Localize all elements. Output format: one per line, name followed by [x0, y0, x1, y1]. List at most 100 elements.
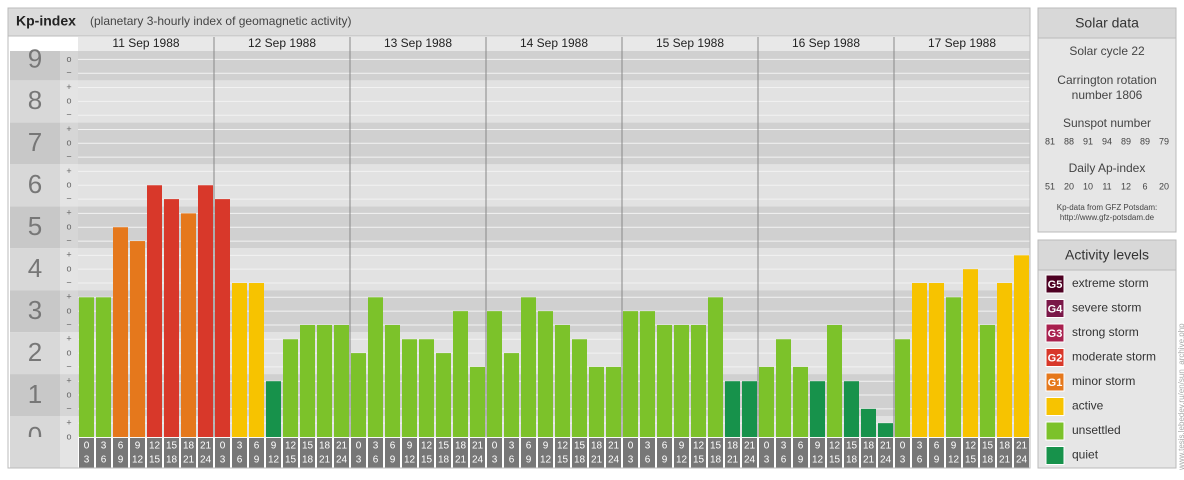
date-header: [78, 37, 1030, 51]
band: [78, 416, 1030, 437]
x-tick-label: 12: [948, 455, 960, 466]
x-tick-label: 3: [101, 441, 107, 452]
level-label: unsettled: [1072, 423, 1121, 437]
bar: [929, 283, 944, 437]
band-label: [10, 290, 60, 333]
minor-tick-label: o: [66, 180, 71, 190]
minor-tick-label: +: [66, 376, 71, 386]
x-tick-label: 3: [492, 455, 498, 466]
x-tick-label: 24: [200, 455, 212, 466]
x-label-box: [300, 438, 315, 468]
x-tick-label: 0: [84, 441, 90, 452]
x-label-box: [827, 438, 842, 468]
level-label: severe storm: [1072, 301, 1141, 315]
bar: [249, 283, 264, 437]
level-label: moderate storm: [1072, 350, 1156, 364]
bar: [691, 324, 706, 437]
bar: [368, 297, 383, 437]
x-label-box: [368, 438, 383, 468]
x-tick-label: 15: [574, 441, 586, 452]
x-tick-label: 15: [166, 441, 178, 452]
x-tick-label: 3: [900, 455, 906, 466]
x-tick-label: 18: [183, 441, 195, 452]
x-tick-label: 21: [319, 455, 331, 466]
minor-bottom: [60, 437, 78, 468]
x-label-box: [555, 438, 570, 468]
level-swatch: [1045, 323, 1065, 343]
band-minor: [60, 164, 78, 207]
y-tick-label: 3: [28, 295, 42, 325]
minor-tick-label: o: [66, 96, 71, 106]
x-tick-label: 9: [407, 441, 413, 452]
ap-value: 20: [1159, 181, 1169, 191]
bar: [640, 311, 655, 437]
bar: [232, 283, 247, 437]
x-tick-label: 3: [84, 455, 90, 466]
x-tick-label: 9: [934, 455, 940, 466]
bar: [980, 324, 995, 437]
date-label: 17 Sep 1988: [928, 36, 996, 50]
x-tick-label: 12: [132, 455, 144, 466]
bar: [266, 381, 281, 437]
minor-tick-label: o: [66, 54, 71, 64]
x-tick-label: 12: [285, 441, 297, 452]
x-tick-label: 9: [798, 455, 804, 466]
x-tick-label: 15: [149, 455, 161, 466]
level-swatch: [1045, 348, 1065, 367]
x-tick-label: 9: [254, 455, 260, 466]
x-tick-label: 9: [118, 455, 124, 466]
date-label: 14 Sep 1988: [520, 36, 588, 50]
y-tick-label: 7: [28, 127, 42, 157]
bar: [521, 297, 536, 437]
band-label: [10, 416, 60, 437]
x-tick-label: 9: [679, 441, 685, 452]
level-swatch: [1045, 397, 1065, 416]
level-badge: G5: [1048, 279, 1063, 291]
x-tick-label: 6: [390, 441, 396, 452]
bar: [317, 324, 332, 437]
x-label-box: [946, 438, 961, 468]
x-tick-label: 21: [1016, 441, 1028, 452]
x-tick-label: 12: [268, 455, 280, 466]
carrington: number 1806: [1072, 88, 1143, 102]
x-tick-label: 0: [492, 441, 498, 452]
x-tick-label: 12: [421, 441, 433, 452]
x-tick-label: 0: [764, 441, 770, 452]
x-label-box: [929, 438, 944, 468]
x-label-box: [402, 438, 417, 468]
bar: [470, 366, 485, 437]
minor-tick-label: −: [66, 403, 71, 413]
watermark: www.tesis.lebedev.ru/en/sun_archive.php: [1177, 323, 1184, 471]
bar: [79, 297, 94, 437]
levels-title: Activity levels: [1065, 247, 1149, 263]
x-label-box: [572, 438, 587, 468]
band-minor: [60, 122, 78, 165]
x-tick-label: 12: [676, 455, 688, 466]
bar: [844, 381, 859, 437]
level-swatch: [1045, 421, 1065, 441]
bar: [810, 381, 825, 437]
sunspot-title: Sunspot number: [1063, 116, 1151, 130]
x-label-box: [895, 438, 910, 468]
x-tick-label: 6: [118, 441, 124, 452]
label-bottom: [10, 437, 60, 468]
sunspot-value: 81: [1045, 136, 1055, 146]
x-tick-label: 24: [472, 455, 484, 466]
bar: [436, 353, 451, 437]
bar: [181, 213, 196, 437]
bar: [997, 283, 1012, 437]
x-tick-label: 9: [526, 455, 532, 466]
x-label-box: [334, 438, 349, 468]
x-label-box: [538, 438, 553, 468]
x-label-box: [113, 438, 128, 468]
bar: [827, 324, 842, 437]
x-label-box: [878, 438, 893, 468]
minor-tick-label: +: [66, 208, 71, 218]
solar-cycle: Solar cycle 22: [1069, 44, 1145, 58]
bar: [351, 353, 366, 437]
level-swatch: [1045, 446, 1065, 465]
title-bar: [7, 7, 1031, 37]
level-swatch: [1045, 299, 1065, 318]
x-tick-label: 15: [965, 455, 977, 466]
